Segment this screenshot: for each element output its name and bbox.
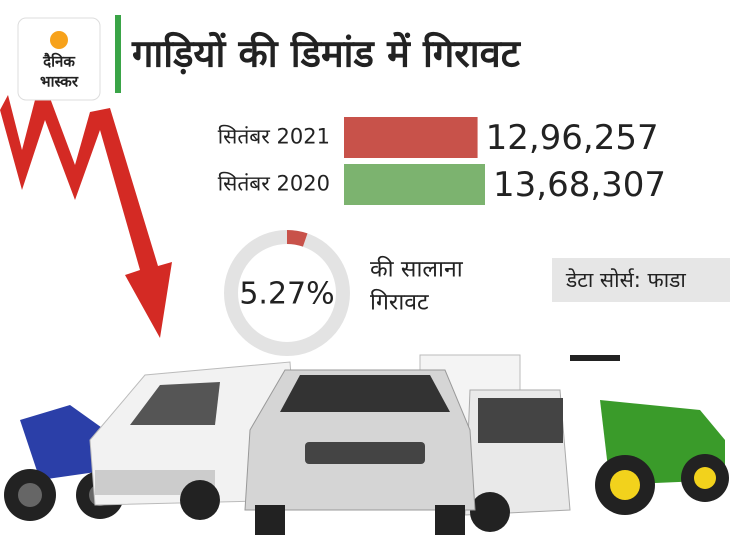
- donut-arc: [286, 230, 308, 247]
- logo-box: [17, 17, 101, 101]
- donut-caption: की सालाना: [370, 256, 464, 283]
- donut-label: 5.27%: [239, 277, 334, 312]
- value-label: 13,68,307: [493, 165, 666, 205]
- bar: [344, 164, 485, 205]
- source-box: [552, 258, 730, 302]
- title: गाड़ियों की डिमांड में गिरावट: [131, 32, 522, 76]
- tractor: [570, 355, 729, 515]
- bar: [344, 117, 478, 158]
- car: [244, 369, 476, 535]
- vehicles: [4, 354, 729, 535]
- source: डेटा सोर्स: फाडा: [565, 268, 686, 292]
- falling-arrow: [0, 95, 172, 338]
- logo-sun: [50, 31, 68, 49]
- value-label: 12,96,257: [486, 118, 659, 158]
- title-accent: [115, 15, 121, 93]
- category-label: सितंबर 2020: [218, 172, 330, 196]
- logo-text: भास्कर: [40, 73, 79, 91]
- category-label: सितंबर 2021: [218, 125, 330, 149]
- donut-caption: गिरावट: [370, 289, 429, 316]
- logo-text: दैनिक: [42, 53, 76, 71]
